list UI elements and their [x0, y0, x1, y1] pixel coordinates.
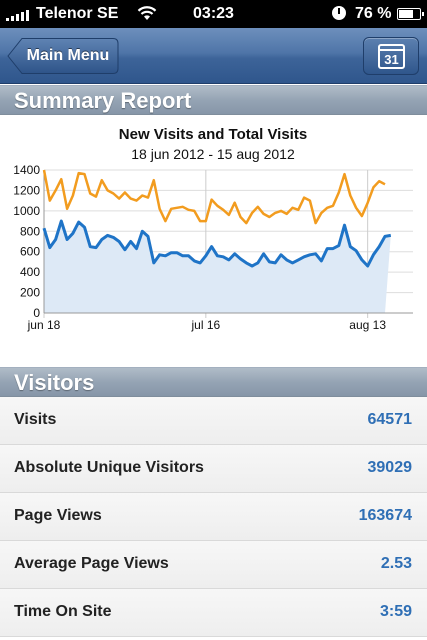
- back-arrow-icon: [7, 38, 119, 74]
- y-tick-label: 1000: [13, 204, 40, 218]
- total-visits-line: [42, 169, 386, 225]
- battery-percentage: 76 %: [355, 5, 392, 22]
- visits-chart: New Visits and Total Visits 18 jun 2012 -…: [0, 115, 427, 367]
- x-tick-label: aug 13: [349, 318, 386, 332]
- stat-label: Absolute Unique Visitors: [14, 459, 204, 476]
- stat-label: Page Views: [14, 507, 102, 524]
- stat-row[interactable]: Visits 64571: [0, 397, 427, 445]
- stat-label: Time On Site: [14, 603, 112, 620]
- y-tick-label: 200: [20, 286, 40, 300]
- carrier-name: Telenor SE: [36, 5, 119, 22]
- status-time: 03:23: [193, 5, 234, 22]
- stat-value: 163674: [358, 507, 412, 524]
- battery-icon: [397, 8, 424, 20]
- status-bar: Telenor SE 03:23 76 %: [0, 0, 427, 28]
- stat-value: 64571: [367, 411, 413, 428]
- stat-row[interactable]: Time On Site 3:59: [0, 589, 427, 637]
- y-tick-label: 1200: [13, 183, 40, 197]
- signal-bars-icon: [6, 9, 29, 21]
- stat-row[interactable]: Absolute Unique Visitors 39029: [0, 445, 427, 493]
- wifi-icon: [137, 6, 157, 20]
- calendar-button[interactable]: 31: [363, 37, 419, 75]
- navigation-bar: Main Menu 31: [0, 28, 427, 84]
- calendar-day: 31: [384, 52, 399, 67]
- chart-title: New Visits and Total Visits: [119, 126, 307, 143]
- stat-row[interactable]: Average Page Views 2.53: [0, 541, 427, 589]
- stat-value: 39029: [367, 459, 413, 476]
- stat-value: 3:59: [379, 603, 412, 620]
- y-tick-label: 800: [20, 224, 40, 238]
- calendar-icon: 31: [378, 44, 405, 69]
- visitors-header: Visitors: [0, 367, 427, 397]
- y-tick-label: 0: [33, 306, 40, 320]
- y-tick-label: 1400: [13, 163, 40, 177]
- new-visits-area: [44, 221, 391, 313]
- visitors-stats-list: Visits 64571 Absolute Unique Visitors 39029…: [0, 397, 427, 637]
- new-visits-line: [42, 219, 392, 268]
- y-tick-label: 400: [20, 265, 40, 279]
- x-tick-label: jul 16: [190, 318, 220, 332]
- stat-row[interactable]: Page Views 163674: [0, 493, 427, 541]
- stat-label: Average Page Views: [14, 555, 169, 572]
- clock-icon: [332, 6, 346, 20]
- main-menu-back-button[interactable]: Main Menu: [7, 37, 119, 75]
- stat-value: 2.53: [380, 555, 412, 572]
- y-tick-label: 600: [20, 245, 40, 259]
- x-tick-label: jun 18: [27, 318, 61, 332]
- chart-subtitle: 18 jun 2012 - 15 aug 2012: [131, 146, 295, 162]
- back-button-label: Main Menu: [26, 47, 110, 64]
- stat-label: Visits: [14, 411, 57, 428]
- visits-chart-svg: New Visits and Total Visits 18 jun 2012 -…: [13, 126, 413, 332]
- summary-report-header: Summary Report: [0, 85, 427, 115]
